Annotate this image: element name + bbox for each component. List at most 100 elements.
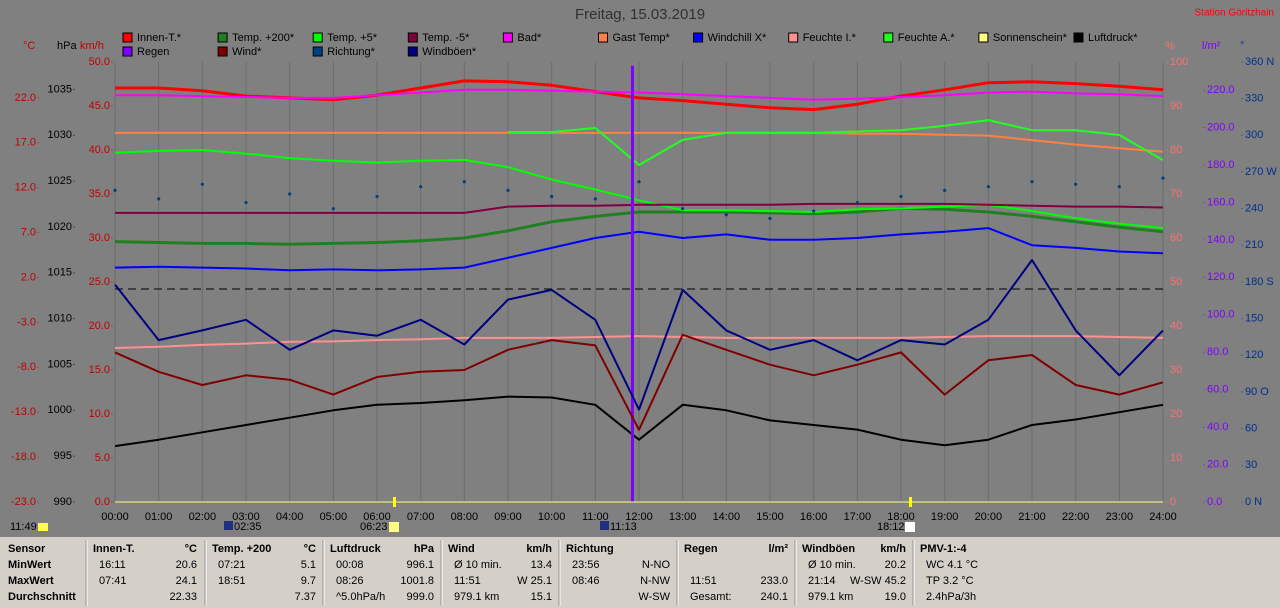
table-background (0, 537, 1280, 608)
column-header: PMV-1:-4 (920, 543, 967, 555)
legend-swatch (502, 32, 513, 43)
time-label: 06:23 (360, 521, 388, 533)
direction-dot (943, 188, 947, 192)
legend-swatch (407, 32, 418, 43)
column-header: km/h (526, 543, 552, 555)
y-tick-label: 40 (1170, 320, 1182, 332)
series-line (114, 335, 1164, 349)
y-tick-label: 270 W (1245, 166, 1277, 178)
table-cell: 979.1 km (454, 591, 499, 603)
legend-label: Feuchte I.* (803, 32, 857, 44)
direction-dot (244, 200, 248, 205)
table-cell: Gesamt: (690, 591, 732, 603)
table-cell: 20.6 (176, 559, 197, 571)
x-tick-label: 14:00 (713, 511, 741, 523)
legend-label: Luftdruck* (1088, 32, 1138, 44)
direction-dot (1030, 180, 1034, 184)
series-line (114, 227, 1164, 272)
column-header: Temp. +200 (212, 543, 271, 555)
x-tick-label: 06:00 (363, 511, 391, 523)
table-cell: 999.0 (406, 591, 434, 603)
y-tick-label: 120.0 (1207, 271, 1235, 283)
legend-label: Windböen* (422, 46, 477, 58)
grid (114, 62, 1164, 502)
axis-unit: l/m² (1202, 40, 1221, 52)
table-cell: Ø 10 min. (454, 559, 502, 571)
axis-unit: % (1165, 40, 1175, 52)
table-cell: TP 3.2 °C (926, 575, 974, 587)
table-cell: 11:51 (690, 575, 717, 587)
y-tick-label: -8.0 (17, 361, 36, 373)
sunrise-marker (393, 497, 396, 507)
column-header: hPa (414, 543, 435, 555)
y-tick-label: 7.0 (21, 227, 36, 239)
direction-dot (855, 200, 859, 205)
x-tick-label: 21:00 (1018, 511, 1046, 523)
table-cell: W 25.1 (517, 575, 552, 587)
table-cell: 07:21 (218, 559, 246, 571)
axis-unit: °C (23, 40, 35, 52)
table-cell: 233.0 (760, 575, 788, 587)
y-tick-label: 20 (1170, 408, 1182, 420)
direction-dot (1161, 176, 1165, 180)
legend-label: Temp. +200* (232, 32, 295, 44)
direction-dot (986, 185, 990, 189)
y-tick-label: 40.0 (89, 144, 110, 156)
table-cell: 19.0 (885, 591, 906, 603)
y-tick-label: 1035 (48, 83, 72, 95)
direction-dot (724, 213, 728, 217)
x-tick-label: 20:00 (975, 511, 1003, 523)
time-label: 02:35 (234, 521, 262, 533)
x-tick-label: 02:00 (189, 511, 217, 523)
y-tick-label: 300 (1245, 129, 1263, 141)
y-tick-label: 20.0 (1207, 458, 1228, 470)
row-label: MinWert (8, 559, 52, 571)
sunset-marker (909, 497, 912, 507)
x-tick-label: 01:00 (145, 511, 173, 523)
y-tick-label: 1025 (48, 175, 72, 187)
y-tick-label: 60 (1170, 232, 1182, 244)
table-cell: Ø 10 min. (808, 559, 856, 571)
legend-swatch (598, 32, 608, 43)
rain-bar (630, 65, 634, 502)
table-cell: WC 4.1 °C (926, 559, 978, 571)
direction-dot (506, 188, 510, 192)
y-tick-label: 60.0 (1207, 384, 1228, 396)
y-tick-label: -13.0 (11, 406, 36, 418)
table-cell: 23:56 (572, 559, 600, 571)
y-tick-label: 140.0 (1207, 234, 1235, 246)
table-cell: 240.1 (760, 591, 788, 603)
y-tick-label: 120 (1245, 349, 1263, 361)
x-tick-label: 12:00 (625, 511, 653, 523)
column-header: km/h (880, 543, 906, 555)
chart-title: Freitag, 15.03.2019 (575, 6, 705, 23)
legend-label: Wind* (232, 46, 262, 58)
legend-swatch (217, 46, 228, 57)
series-line (115, 202, 1164, 214)
time-label: 18:12 (877, 521, 905, 533)
table-cell: 11:51 (454, 575, 481, 587)
x-tick-label: 09:00 (494, 511, 522, 523)
table-cell: 22.33 (169, 591, 197, 603)
icon (600, 521, 609, 530)
background (0, 0, 1280, 537)
y-tick-label: 10 (1170, 452, 1182, 464)
x-tick-label: 18:00 (887, 511, 915, 523)
direction-dot (1074, 182, 1078, 186)
y-tick-label: 45.0 (89, 100, 110, 112)
y-tick-label: 2.0 (21, 271, 36, 283)
table-cell: W-SW 45.2 (850, 575, 906, 587)
column-header: °C (304, 543, 316, 555)
y-tick-label: 240 (1245, 203, 1263, 215)
y-tick-label: 30.0 (89, 232, 110, 244)
x-tick-label: 24:00 (1149, 511, 1177, 523)
column-header: Richtung (566, 543, 614, 555)
series-line (115, 88, 1164, 101)
legend-label: Gast Temp* (613, 32, 671, 44)
y-tick-label: 1005 (48, 358, 72, 370)
time-label: 11:49 (10, 521, 37, 533)
table-cell: 18:51 (218, 575, 246, 587)
y-tick-label: 1010 (48, 313, 72, 325)
